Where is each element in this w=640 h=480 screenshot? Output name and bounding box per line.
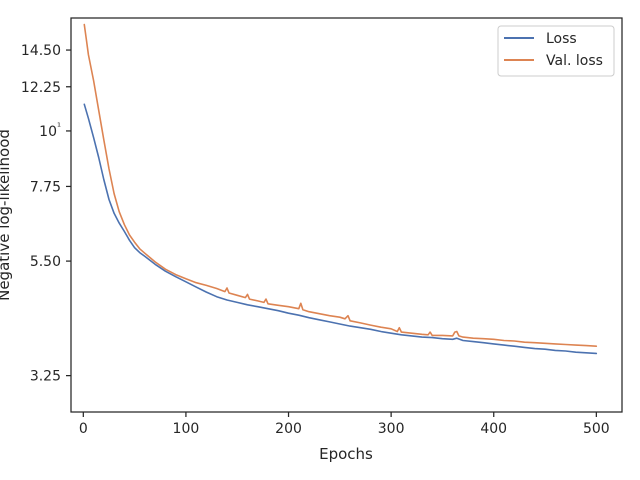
y-axis: 3.25 5.50 7.75 10¹ 12.25 14.50 bbox=[21, 43, 71, 385]
x-tick-label: 0 bbox=[79, 421, 88, 437]
y-tick-label: 7.75 bbox=[30, 179, 61, 195]
legend-label-loss: Loss bbox=[546, 31, 577, 47]
x-tick-label: 400 bbox=[480, 421, 507, 437]
y-axis-label: Negative log-likelihood bbox=[0, 129, 13, 301]
series-line-val-loss bbox=[83, 23, 598, 348]
y-tick-label: 5.50 bbox=[30, 254, 61, 270]
x-tick-label: 100 bbox=[173, 421, 200, 437]
legend-label-val-loss: Val. loss bbox=[546, 53, 603, 69]
x-tick-label: 200 bbox=[275, 421, 302, 437]
x-axis-label: Epochs bbox=[319, 445, 373, 463]
plot-frame bbox=[70, 17, 623, 413]
y-tick-label: 12.25 bbox=[21, 80, 61, 96]
y-tick-label: 14.50 bbox=[21, 43, 61, 59]
y-tick-label: 3.25 bbox=[30, 369, 61, 385]
series-line-loss bbox=[83, 103, 598, 355]
legend: Loss Val. loss bbox=[497, 25, 615, 77]
x-axis: 0 100 200 300 400 500 bbox=[79, 412, 610, 437]
y-tick-label: 10¹ bbox=[39, 122, 61, 140]
x-tick-label: 500 bbox=[583, 421, 610, 437]
x-tick-label: 300 bbox=[378, 421, 405, 437]
series-layer bbox=[83, 23, 598, 355]
